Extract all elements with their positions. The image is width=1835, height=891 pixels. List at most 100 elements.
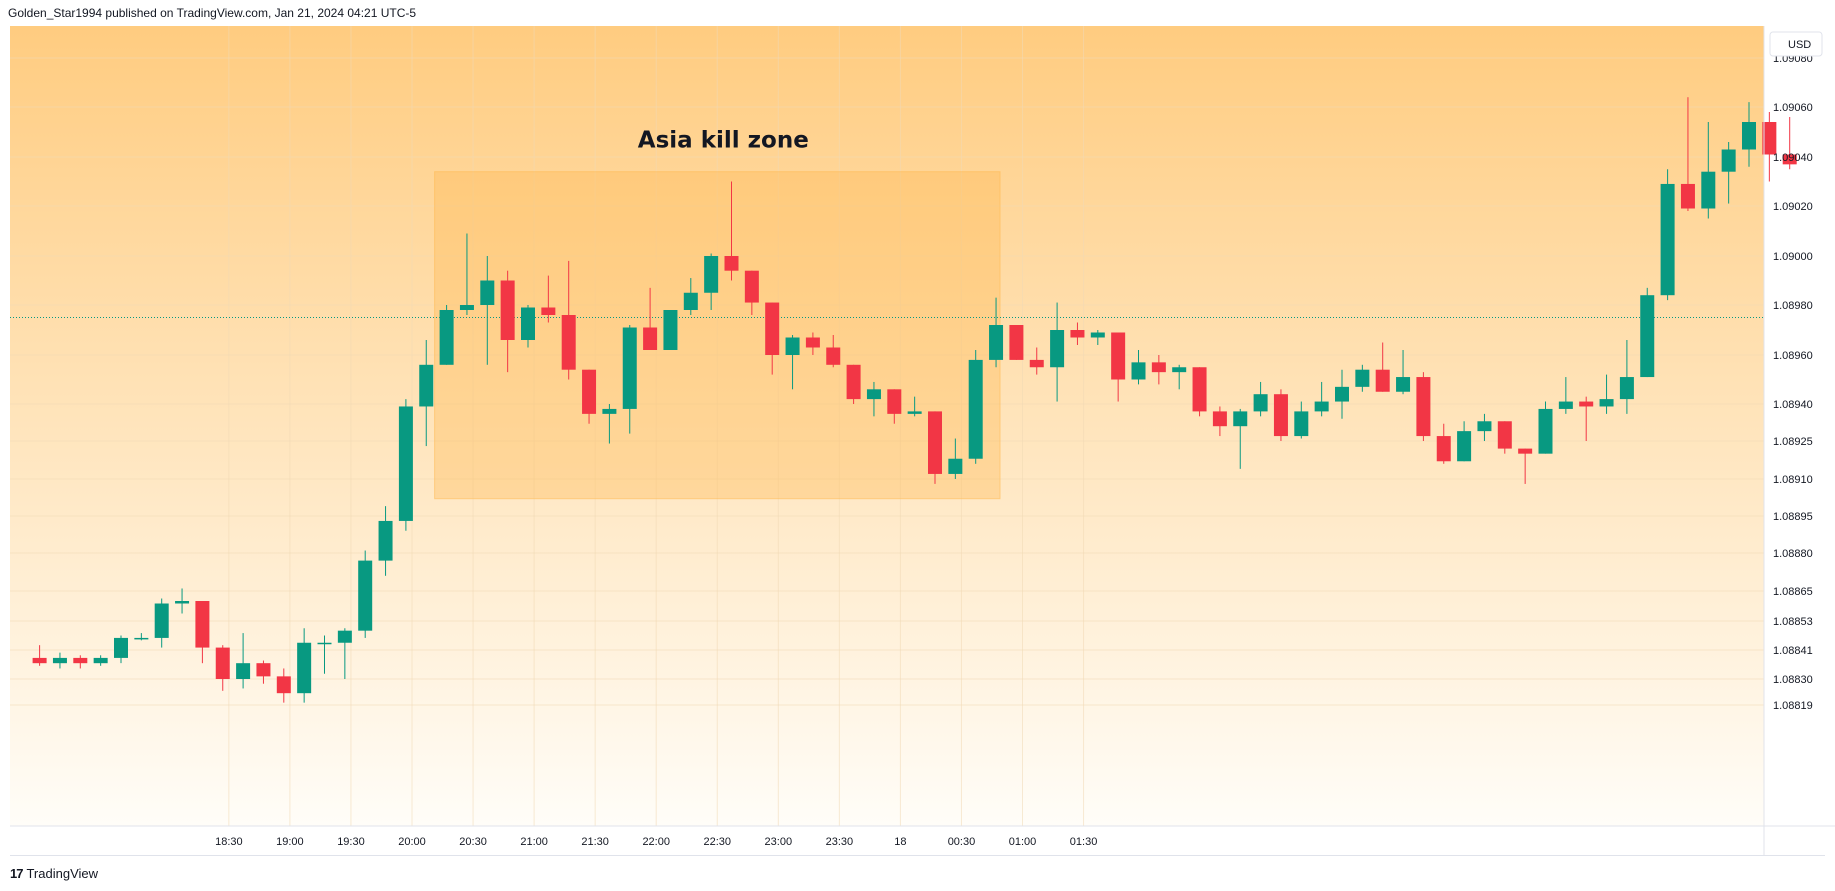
candle-body: [175, 601, 190, 604]
candle-body: [1518, 448, 1533, 454]
candle: [846, 364, 861, 404]
candle: [724, 181, 739, 281]
candle: [52, 652, 67, 669]
candle: [744, 270, 759, 315]
candle-body: [582, 369, 597, 414]
candle-body: [93, 657, 108, 664]
candle: [1619, 340, 1634, 414]
candle-body: [1742, 122, 1756, 150]
candle: [337, 628, 352, 679]
candle: [1416, 372, 1431, 441]
candle-body: [1273, 394, 1288, 437]
y-tick-label: 1.08853: [1773, 616, 1813, 628]
candle-body: [154, 603, 169, 638]
candle: [480, 256, 495, 365]
y-tick-label: 1.09020: [1773, 201, 1813, 213]
candle-body: [358, 560, 373, 631]
candle: [1090, 330, 1105, 345]
candle: [765, 302, 780, 375]
candle: [948, 438, 963, 479]
candle: [378, 506, 393, 576]
x-tick-label: 22:00: [642, 836, 670, 848]
currency-badge[interactable]: USD: [1769, 31, 1823, 57]
y-tick-label: 1.08880: [1773, 548, 1813, 560]
candle-body: [866, 389, 881, 400]
candle: [1436, 423, 1451, 464]
candle-body: [317, 642, 332, 645]
candle-body: [1436, 436, 1451, 462]
candle: [236, 633, 251, 689]
candle-body: [1212, 411, 1227, 427]
candle: [1192, 367, 1207, 417]
candle-body: [521, 307, 535, 340]
candle-body: [1416, 377, 1431, 437]
x-tick-label: 00:30: [948, 836, 976, 848]
y-tick-label: 1.08980: [1773, 300, 1813, 312]
candle: [643, 287, 658, 350]
candle: [989, 297, 1004, 368]
time-axis[interactable]: 18:30 19:00 19:30 20:00 20:30 21:00 21:30 22:00…: [215, 836, 1097, 848]
candle-body: [1396, 377, 1411, 392]
candle-body: [378, 520, 393, 561]
candle: [1721, 142, 1736, 204]
candle: [582, 369, 597, 424]
publisher-header: Golden_Star1994 published on TradingView…: [8, 6, 417, 20]
y-tick-label: 1.08841: [1773, 645, 1813, 657]
y-tick-label: 1.08865: [1773, 586, 1813, 598]
x-tick-label: 20:30: [459, 836, 487, 848]
candle-body: [1009, 325, 1024, 360]
candle: [439, 305, 454, 365]
candle: [622, 325, 637, 434]
candle-body: [663, 310, 678, 350]
candle-body: [1599, 399, 1614, 407]
candle-body: [1477, 421, 1492, 432]
zone-annotation-label: Asia kill zone: [638, 128, 809, 154]
candle-body: [765, 302, 780, 355]
x-tick-label: 18: [894, 836, 906, 848]
y-tick-label: 1.08895: [1773, 511, 1813, 523]
candle-body: [134, 637, 149, 640]
y-tick-label: 1.09040: [1773, 152, 1813, 164]
candle: [32, 645, 47, 666]
candle: [1212, 406, 1227, 437]
candles-group: [32, 97, 1797, 703]
candle: [1335, 369, 1349, 419]
candle-body: [1680, 183, 1695, 209]
candle: [1680, 97, 1695, 211]
brand-name: TradingView: [26, 866, 99, 881]
candle: [256, 660, 271, 684]
candle-body: [276, 676, 291, 694]
candle: [1477, 413, 1492, 441]
candle-body: [1233, 411, 1248, 427]
candle-body: [337, 630, 352, 643]
x-tick-label: 19:30: [337, 836, 365, 848]
candle: [1762, 112, 1777, 182]
candle: [297, 628, 312, 703]
candle: [1396, 350, 1411, 395]
candle: [358, 550, 373, 638]
candle-body: [73, 657, 88, 664]
candle: [73, 655, 88, 669]
candle-body: [704, 256, 719, 293]
candle-body: [215, 647, 230, 679]
candle-body: [114, 637, 128, 658]
candle: [419, 340, 434, 447]
price-axis[interactable]: 1.090801.090601.090401.090201.090001.089…: [1773, 53, 1813, 712]
candle-body: [724, 256, 739, 271]
candle: [1701, 122, 1716, 219]
candle-body: [1579, 401, 1594, 407]
candle-body: [1619, 377, 1634, 400]
candle: [1782, 117, 1797, 170]
y-tick-label: 1.08925: [1773, 436, 1813, 448]
asia-kill-zone-box[interactable]: [434, 171, 1001, 500]
candle: [1518, 448, 1533, 484]
candle-body: [1029, 359, 1044, 368]
candle-body: [480, 280, 495, 305]
candle: [1009, 325, 1024, 360]
y-tick-label: 1.09060: [1773, 102, 1813, 114]
candle-body: [1640, 295, 1655, 378]
candle: [175, 588, 190, 614]
brand-footer[interactable]: 17 TradingView: [10, 866, 98, 881]
candle-body: [968, 359, 983, 459]
